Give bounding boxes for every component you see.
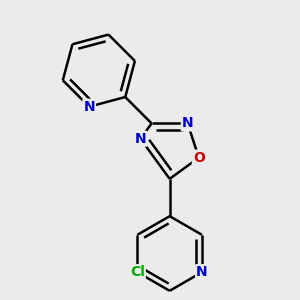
Text: O: O — [193, 151, 205, 165]
Text: Cl: Cl — [130, 265, 145, 279]
Text: N: N — [135, 132, 146, 146]
Text: N: N — [182, 116, 194, 130]
Text: N: N — [196, 265, 208, 279]
Text: N: N — [83, 100, 95, 114]
